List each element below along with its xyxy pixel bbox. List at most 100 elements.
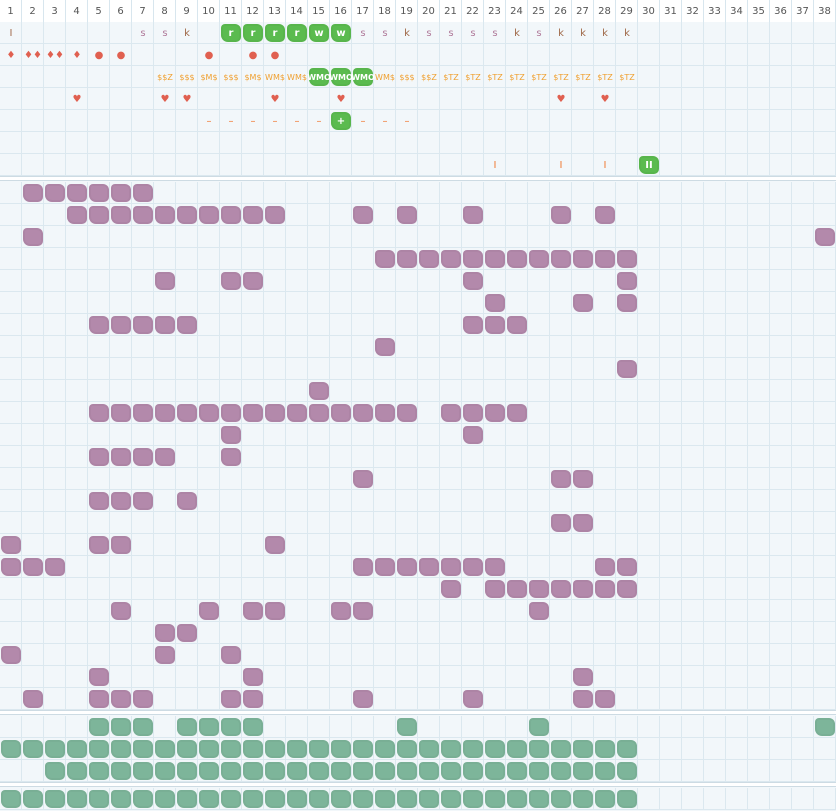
grid-cell[interactable] xyxy=(352,534,374,555)
grid-cell[interactable] xyxy=(418,446,440,467)
teal-tile[interactable] xyxy=(67,740,87,758)
grid-cell[interactable] xyxy=(198,336,220,357)
grid-cell[interactable] xyxy=(792,358,814,379)
grid-cell[interactable] xyxy=(462,314,484,335)
teal-tile[interactable] xyxy=(221,740,241,758)
teal-tile[interactable] xyxy=(397,790,417,808)
grid-cell[interactable] xyxy=(220,622,242,643)
grid-cell[interactable] xyxy=(594,622,616,643)
grid-cell[interactable] xyxy=(418,600,440,621)
purple-tile[interactable] xyxy=(177,624,197,642)
grid-cell[interactable] xyxy=(550,132,572,153)
grid-cell[interactable] xyxy=(176,358,198,379)
grid-cell[interactable] xyxy=(792,22,814,43)
grid-cell[interactable] xyxy=(792,132,814,153)
grid-cell[interactable] xyxy=(286,534,308,555)
purple-tile[interactable] xyxy=(221,448,241,466)
grid-cell[interactable] xyxy=(22,512,44,533)
grid-cell[interactable] xyxy=(176,600,198,621)
grid-cell[interactable] xyxy=(594,760,616,781)
grid-cell[interactable] xyxy=(198,446,220,467)
purple-tile[interactable] xyxy=(617,580,637,598)
teal-tile[interactable] xyxy=(243,790,263,808)
grid-cell[interactable] xyxy=(66,716,88,737)
grid-cell[interactable] xyxy=(242,512,264,533)
grid-cell[interactable] xyxy=(638,578,660,599)
purple-tile[interactable] xyxy=(133,690,153,708)
grid-cell[interactable] xyxy=(176,22,198,43)
grid-cell[interactable] xyxy=(682,22,704,43)
grid-cell[interactable] xyxy=(44,226,66,247)
grid-cell[interactable] xyxy=(792,788,814,809)
grid-cell[interactable] xyxy=(352,788,374,809)
grid-cell[interactable] xyxy=(286,402,308,423)
grid-cell[interactable] xyxy=(132,336,154,357)
grid-cell[interactable] xyxy=(264,424,286,445)
purple-tile[interactable] xyxy=(419,558,439,576)
grid-cell[interactable] xyxy=(220,666,242,687)
grid-cell[interactable] xyxy=(792,738,814,759)
grid-cell[interactable] xyxy=(726,292,748,313)
grid-cell[interactable] xyxy=(506,788,528,809)
grid-cell[interactable] xyxy=(748,88,770,109)
grid-cell[interactable] xyxy=(682,204,704,225)
grid-cell[interactable] xyxy=(616,666,638,687)
grid-cell[interactable] xyxy=(770,154,792,175)
grid-cell[interactable] xyxy=(352,358,374,379)
grid-cell[interactable] xyxy=(440,248,462,269)
grid-cell[interactable] xyxy=(440,644,462,665)
grid-cell[interactable] xyxy=(440,44,462,65)
grid-cell[interactable] xyxy=(396,154,418,175)
grid-cell[interactable] xyxy=(396,110,418,131)
grid-cell[interactable] xyxy=(286,88,308,109)
grid-cell[interactable] xyxy=(88,716,110,737)
grid-cell[interactable] xyxy=(440,110,462,131)
grid-cell[interactable] xyxy=(198,22,220,43)
grid-cell[interactable] xyxy=(660,66,682,87)
grid-cell[interactable] xyxy=(550,688,572,709)
grid-cell[interactable] xyxy=(286,666,308,687)
grid-cell[interactable] xyxy=(440,738,462,759)
purple-tile[interactable] xyxy=(287,404,307,422)
grid-cell[interactable] xyxy=(308,688,330,709)
purple-tile[interactable] xyxy=(243,668,263,686)
purple-tile[interactable] xyxy=(89,404,109,422)
grid-cell[interactable] xyxy=(286,556,308,577)
grid-cell[interactable] xyxy=(286,182,308,203)
grid-cell[interactable] xyxy=(682,644,704,665)
grid-cell[interactable] xyxy=(440,666,462,687)
grid-cell[interactable] xyxy=(352,666,374,687)
grid-cell[interactable] xyxy=(726,716,748,737)
grid-cell[interactable] xyxy=(506,248,528,269)
grid-cell[interactable] xyxy=(396,556,418,577)
grid-cell[interactable] xyxy=(616,132,638,153)
purple-tile[interactable] xyxy=(573,250,593,268)
grid-cell[interactable] xyxy=(814,248,836,269)
grid-cell[interactable] xyxy=(726,666,748,687)
purple-tile[interactable] xyxy=(485,558,505,576)
grid-cell[interactable] xyxy=(396,644,418,665)
grid-cell[interactable] xyxy=(286,358,308,379)
grid-cell[interactable] xyxy=(770,666,792,687)
grid-cell[interactable] xyxy=(242,336,264,357)
grid-cell[interactable] xyxy=(418,226,440,247)
grid-cell[interactable] xyxy=(704,666,726,687)
teal-tile[interactable] xyxy=(309,790,329,808)
grid-cell[interactable] xyxy=(0,358,22,379)
grid-cell[interactable] xyxy=(176,512,198,533)
grid-cell[interactable] xyxy=(528,556,550,577)
grid-cell[interactable] xyxy=(286,248,308,269)
purple-tile[interactable] xyxy=(507,316,527,334)
grid-cell[interactable] xyxy=(110,182,132,203)
grid-cell[interactable] xyxy=(814,88,836,109)
purple-tile[interactable] xyxy=(23,558,43,576)
grid-cell[interactable] xyxy=(0,226,22,247)
grid-cell[interactable] xyxy=(22,292,44,313)
grid-cell[interactable] xyxy=(176,292,198,313)
teal-tile[interactable] xyxy=(419,790,439,808)
grid-cell[interactable] xyxy=(308,622,330,643)
grid-cell[interactable] xyxy=(352,88,374,109)
grid-cell[interactable] xyxy=(462,578,484,599)
purple-tile[interactable] xyxy=(111,448,131,466)
grid-cell[interactable] xyxy=(66,622,88,643)
